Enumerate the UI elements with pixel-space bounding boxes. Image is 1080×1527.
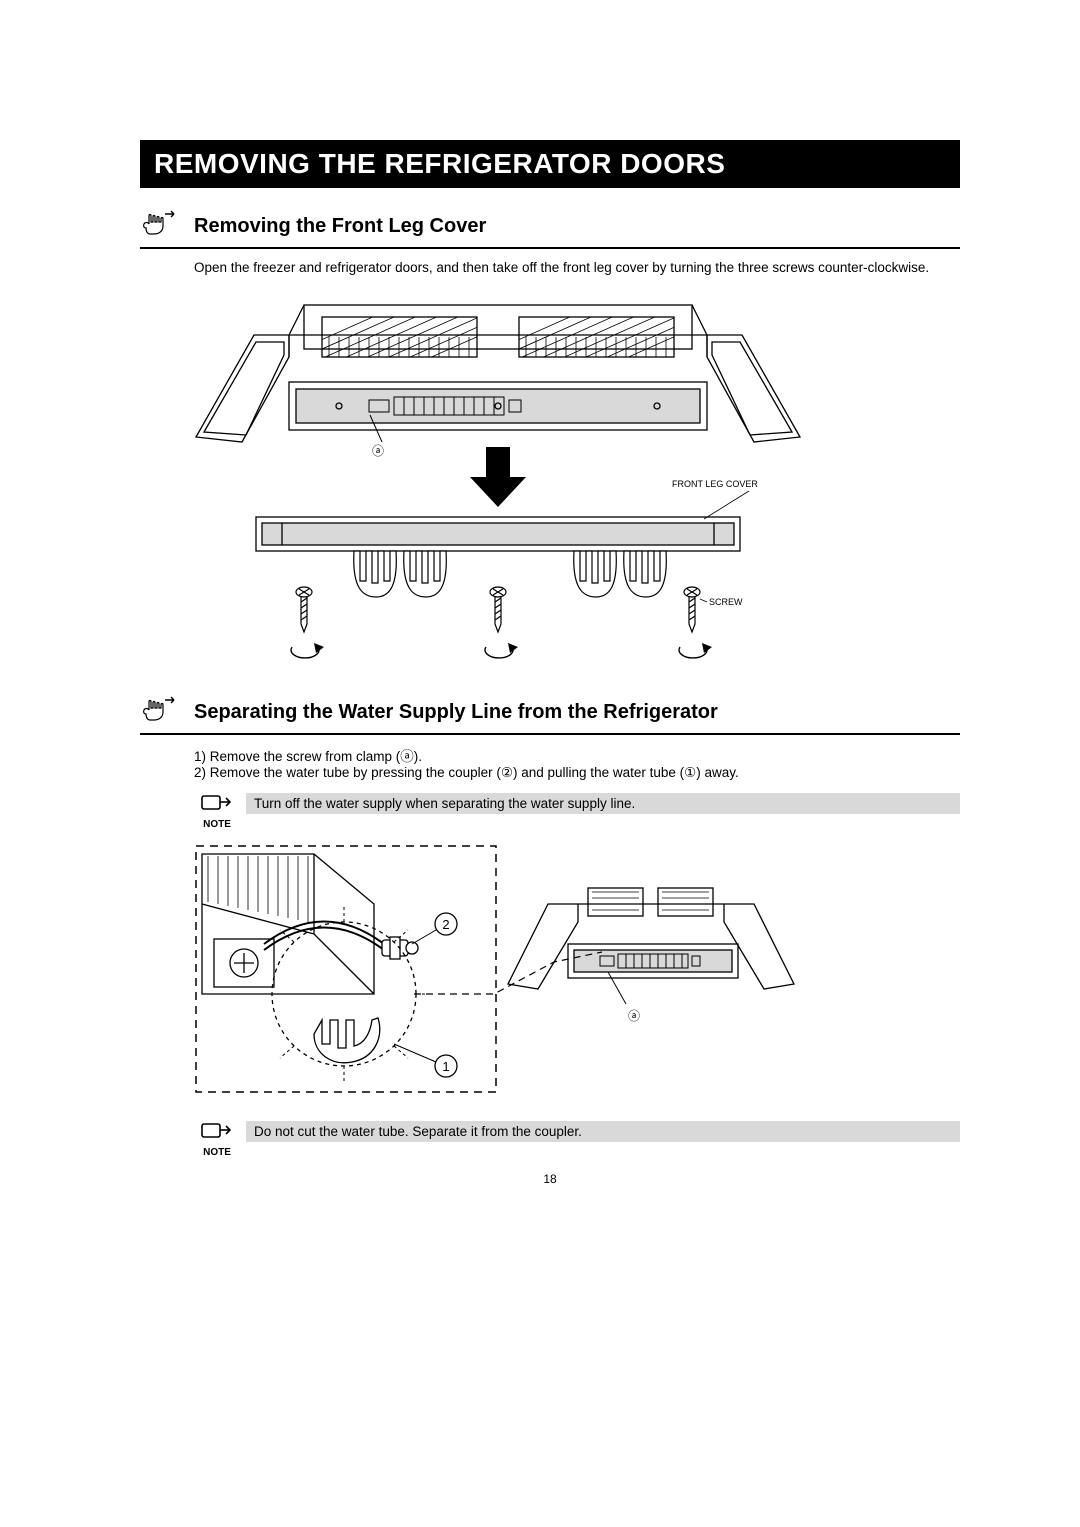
note-icon: NOTE	[194, 793, 240, 830]
label-front-leg-cover: FRONT LEG COVER	[672, 479, 758, 489]
page-title: REMOVING THE REFRIGERATOR DOORS	[154, 148, 725, 179]
hand-pointing-icon	[140, 210, 178, 243]
note1-label: NOTE	[194, 819, 240, 830]
page-number: 18	[140, 1172, 960, 1186]
callout-a-top: ⓐ	[372, 444, 384, 458]
callout-2: 2	[442, 917, 449, 932]
callout-a-bottom: ⓐ	[628, 1009, 640, 1023]
hand-pointing-icon	[140, 696, 178, 729]
section1-paragraph: Open the freezer and refrigerator doors,…	[194, 259, 940, 277]
note2-label: NOTE	[194, 1147, 240, 1158]
step-1: 1) Remove the screw from clamp (ⓐ).	[194, 745, 960, 765]
label-screw: SCREW	[709, 597, 743, 607]
note1-row: NOTE Turn off the water supply when sepa…	[194, 793, 960, 830]
step-2: 2) Remove the water tube by pressing the…	[194, 765, 960, 781]
section2-steps: 1) Remove the screw from clamp (ⓐ). 2) R…	[194, 745, 960, 781]
section1-header: Removing the Front Leg Cover	[140, 210, 960, 249]
note2-row: NOTE Do not cut the water tube. Separate…	[194, 1121, 960, 1158]
note2-text: Do not cut the water tube. Separate it f…	[246, 1121, 960, 1142]
section1-title: Removing the Front Leg Cover	[194, 215, 486, 238]
section2-diagram: 2 1	[194, 844, 960, 1101]
note1-text: Turn off the water supply when separatin…	[246, 793, 960, 814]
page-title-bar: REMOVING THE REFRIGERATOR DOORS	[140, 140, 960, 188]
section2-header: Separating the Water Supply Line from th…	[140, 696, 960, 735]
section2-title: Separating the Water Supply Line from th…	[194, 701, 718, 724]
section1-diagram: ⓐ FRONT LEG COVER	[194, 287, 960, 676]
note-icon: NOTE	[194, 1121, 240, 1158]
page-content: REMOVING THE REFRIGERATOR DOORS Removing…	[0, 0, 1080, 1246]
callout-1: 1	[442, 1059, 449, 1074]
